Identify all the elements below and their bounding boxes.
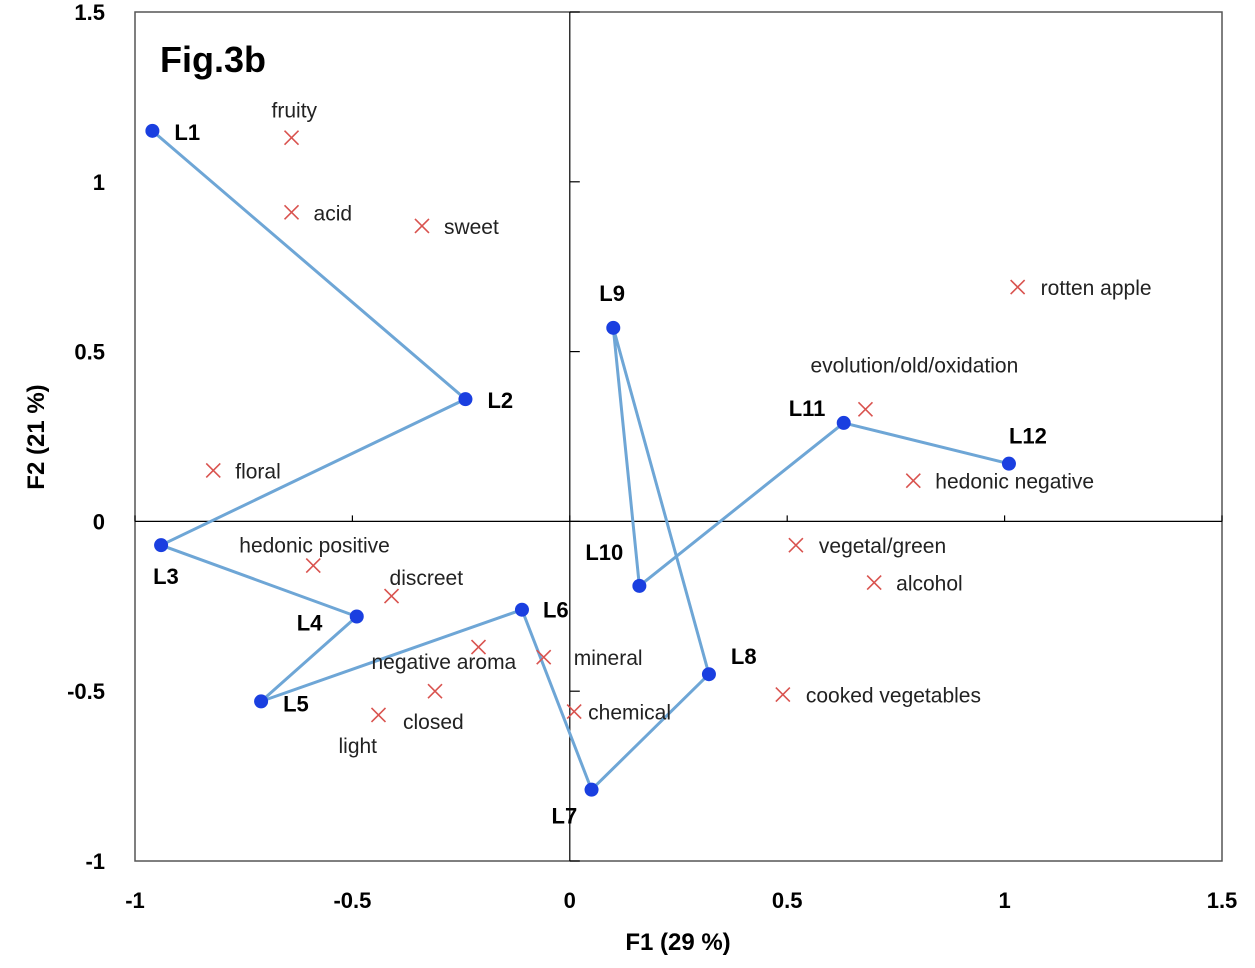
- y-tick-label: 1.5: [74, 0, 105, 25]
- chart-title: Fig.3b: [160, 39, 266, 80]
- attribute-marker: [427, 683, 443, 699]
- attribute-label: rotten apple: [1041, 277, 1152, 300]
- x-tick-label: 1.5: [1207, 888, 1238, 913]
- attribute-label: chemical: [588, 702, 671, 725]
- attribute-marker: [305, 557, 321, 574]
- sample-points: L1 L2 L3 L4 L5 L6 L7 L8 L9 L10 L11 L12: [145, 120, 1047, 829]
- y-tick-label: 1: [93, 170, 105, 195]
- sample-label: L7: [552, 804, 578, 829]
- attribute-marker: [905, 473, 921, 489]
- sample-point: [1001, 456, 1016, 471]
- sample-point: [836, 415, 851, 430]
- sample-point: [514, 602, 529, 617]
- sample-label: L10: [585, 540, 623, 565]
- sample-point: [349, 609, 364, 624]
- sample-point: [584, 782, 599, 797]
- x-tick-label: -1: [125, 888, 145, 913]
- sample-label: L5: [283, 691, 309, 716]
- attribute-label: alcohol: [896, 573, 963, 596]
- sample-point: [632, 578, 647, 593]
- sample-point: [254, 694, 269, 709]
- sample-point: [458, 392, 473, 407]
- sample-path: [151, 129, 1010, 792]
- attribute-label: light: [338, 735, 377, 758]
- axes: [134, 11, 1223, 862]
- y-tick-label: 0: [93, 509, 105, 534]
- sample-label: L2: [487, 388, 513, 413]
- attribute-marker: [370, 707, 387, 723]
- attribute-label: closed: [403, 711, 464, 734]
- plot-frame: [134, 11, 1223, 862]
- attribute-marker: [283, 204, 300, 220]
- sample-point: [145, 123, 160, 138]
- attribute-label: discreet: [390, 567, 464, 590]
- attribute-marker: [857, 401, 874, 417]
- attribute-marker: [775, 687, 791, 703]
- sample-label: L6: [543, 598, 569, 623]
- attribute-label: floral: [235, 460, 281, 483]
- y-axis-title: F2 (21 %): [23, 384, 50, 489]
- sample-label: L12: [1009, 424, 1047, 449]
- attribute-marker: [536, 649, 552, 665]
- x-tick-label: 0: [564, 888, 576, 913]
- attribute-label: evolution/old/oxidation: [810, 354, 1018, 377]
- sample-label: L4: [297, 610, 323, 635]
- sample-label: L9: [599, 281, 625, 306]
- x-tick-label: -0.5: [333, 888, 371, 913]
- attribute-label: fruity: [272, 100, 318, 123]
- attribute-label: sweet: [444, 216, 499, 239]
- attribute-marker: [566, 704, 582, 720]
- tick-labels: -1 -0.5 0 0.5 1 1.5 -1 -0.5 0 0.5 1 1.5: [67, 0, 1237, 913]
- sample-label: L3: [153, 564, 179, 589]
- attribute-label: hedonic negative: [935, 471, 1094, 494]
- attribute-marker: [205, 462, 221, 479]
- sample-label: L11: [789, 396, 826, 421]
- attribute-marker: [383, 588, 400, 604]
- x-axis-title: F1 (29 %): [625, 929, 730, 956]
- sample-point: [606, 320, 621, 335]
- attribute-marker: [283, 130, 300, 146]
- sample-point: [154, 538, 169, 553]
- x-tick-label: 0.5: [772, 888, 803, 913]
- y-tick-label: -0.5: [67, 679, 105, 704]
- attribute-label: acid: [314, 202, 353, 225]
- attribute-marker: [1010, 279, 1026, 295]
- x-tick-label: 1: [998, 888, 1010, 913]
- sample-path-line: [151, 129, 1010, 792]
- attribute-marker: [788, 537, 804, 553]
- attribute-label: mineral: [574, 647, 643, 670]
- attribute-marker: [470, 639, 487, 655]
- y-tick-label: 0.5: [74, 340, 105, 365]
- attribute-label: vegetal/green: [819, 535, 946, 558]
- sample-point: [701, 667, 716, 682]
- attribute-points: fruity acid sweet floral hedonic positivedis…: [205, 100, 1152, 758]
- sample-label: L8: [731, 644, 757, 669]
- sample-label: L1: [174, 120, 200, 145]
- attribute-marker: [866, 574, 882, 591]
- attribute-marker: [414, 218, 430, 234]
- y-tick-label: -1: [85, 849, 105, 874]
- attribute-label: negative aroma: [371, 651, 516, 674]
- plot-border: [134, 11, 1223, 862]
- attribute-label: cooked vegetables: [806, 685, 981, 708]
- attribute-label: hedonic positive: [239, 535, 390, 558]
